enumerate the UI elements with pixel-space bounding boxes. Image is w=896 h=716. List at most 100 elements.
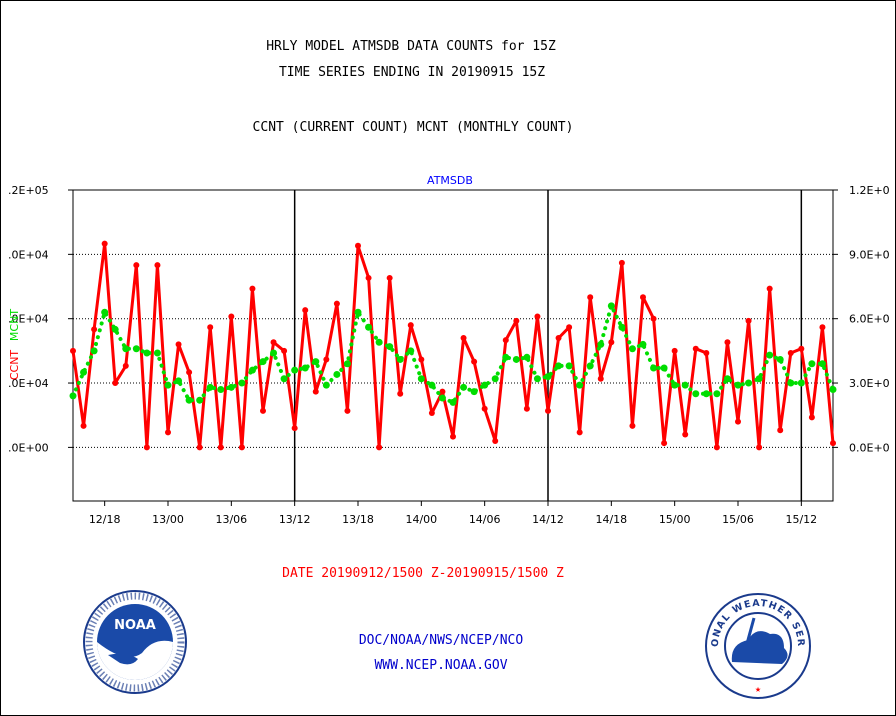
data-point-mcnt xyxy=(143,349,151,357)
data-point-mcnt xyxy=(386,343,394,351)
data-point-mcnt xyxy=(80,368,88,376)
data-point-mcnt xyxy=(396,355,404,363)
data-point-ccnt xyxy=(481,405,488,412)
data-point-mcnt xyxy=(407,347,415,355)
noaa-logo: NOAA xyxy=(83,590,187,694)
footer-org: DOC/NOAA/NWS/NCEP/NCO xyxy=(358,633,524,648)
data-point-mcnt xyxy=(829,385,837,393)
data-point-ccnt xyxy=(249,285,256,292)
data-point-ccnt xyxy=(407,322,414,329)
x-tick-label: 13/12 xyxy=(279,513,311,526)
data-point-ccnt xyxy=(555,334,562,341)
x-tick-label: 15/12 xyxy=(785,513,817,526)
data-point-mcnt xyxy=(460,383,468,391)
data-point-ccnt xyxy=(428,410,435,417)
data-point-ccnt xyxy=(175,341,182,348)
data-point-mcnt xyxy=(787,379,795,387)
tick-layer: .0E+00 0.0E+0 .0E+04 3.0E+0 .0E+04 6.0E+0 .0E+… xyxy=(8,184,890,526)
data-point-mcnt xyxy=(555,362,563,370)
data-point-mcnt xyxy=(808,360,816,368)
data-point-mcnt xyxy=(523,353,531,361)
data-point-ccnt xyxy=(597,375,604,382)
data-point-ccnt xyxy=(365,274,372,281)
data-point-mcnt xyxy=(607,302,615,310)
data-point-ccnt xyxy=(228,313,235,320)
data-point-ccnt xyxy=(312,388,319,395)
data-point-ccnt xyxy=(682,431,689,438)
data-point-ccnt xyxy=(196,444,203,451)
x-tick-label: 13/18 xyxy=(342,513,374,526)
data-point-mcnt xyxy=(111,325,119,333)
date-range: DATE 20190912/1500 Z-20190915/1500 Z xyxy=(282,566,564,581)
data-point-ccnt xyxy=(397,390,404,397)
data-point-ccnt xyxy=(70,347,76,354)
data-point-mcnt xyxy=(101,308,109,316)
data-point-ccnt xyxy=(270,339,277,346)
data-point-mcnt xyxy=(565,362,573,370)
data-point-ccnt xyxy=(207,324,214,331)
data-point-mcnt xyxy=(69,392,77,400)
data-point-mcnt xyxy=(681,381,689,389)
data-point-mcnt xyxy=(354,308,362,316)
y-tick-label-right: 0.0E+0 xyxy=(849,441,890,454)
y-tick-label-left: .0E+00 xyxy=(8,441,49,454)
data-point-ccnt xyxy=(766,285,773,292)
data-point-mcnt xyxy=(702,390,710,398)
data-point-ccnt xyxy=(291,425,298,432)
data-point-ccnt xyxy=(460,334,467,341)
x-tick-label: 13/06 xyxy=(215,513,247,526)
data-point-ccnt xyxy=(713,444,720,451)
data-point-ccnt xyxy=(217,444,224,451)
data-point-ccnt xyxy=(133,262,140,269)
data-point-mcnt xyxy=(470,388,478,396)
data-point-ccnt xyxy=(777,427,784,434)
data-point-mcnt xyxy=(417,375,425,383)
data-point-mcnt xyxy=(491,375,499,383)
data-point-ccnt xyxy=(618,259,625,266)
footer-url[interactable]: WWW.NCEP.NOAA.GOV xyxy=(374,658,508,673)
svg-text:★: ★ xyxy=(755,684,761,695)
data-point-mcnt xyxy=(375,338,383,346)
data-point-ccnt xyxy=(661,440,668,447)
data-point-ccnt xyxy=(756,444,763,451)
y-tick-label-right: 3.0E+0 xyxy=(849,377,890,390)
data-point-mcnt xyxy=(776,355,784,363)
plot-frame xyxy=(72,189,834,502)
data-point-ccnt xyxy=(355,242,361,249)
svg-text:NOAA: NOAA xyxy=(114,618,156,633)
data-point-mcnt xyxy=(650,364,658,372)
data-point-ccnt xyxy=(112,380,119,387)
data-point-mcnt xyxy=(512,355,520,363)
data-point-ccnt xyxy=(122,362,129,369)
y-tick-label-left: .0E+04 xyxy=(8,248,49,261)
data-point-mcnt xyxy=(766,351,774,359)
data-point-ccnt xyxy=(587,294,594,301)
y-tick-label-right: 9.0E+0 xyxy=(849,248,890,261)
data-point-ccnt xyxy=(745,317,752,324)
data-point-ccnt xyxy=(650,315,657,322)
data-point-mcnt xyxy=(90,347,98,355)
chart-title: ATMSDB xyxy=(427,174,473,187)
data-point-mcnt xyxy=(122,345,130,353)
data-point-mcnt xyxy=(618,323,626,331)
data-point-mcnt xyxy=(628,345,636,353)
data-point-mcnt xyxy=(438,394,446,402)
data-point-ccnt xyxy=(703,350,710,357)
x-tick-label: 14/00 xyxy=(405,513,437,526)
data-point-mcnt xyxy=(586,362,594,370)
data-point-mcnt xyxy=(227,383,235,391)
data-point-mcnt xyxy=(132,345,140,353)
y-tick-label-right: 6.0E+0 xyxy=(849,313,890,326)
data-point-mcnt xyxy=(343,360,351,368)
data-point-ccnt xyxy=(344,407,351,414)
y-tick-label-left: .0E+04 xyxy=(8,377,49,390)
title-line-2: TIME SERIES ENDING IN 20190915 15Z xyxy=(278,65,546,80)
data-point-mcnt xyxy=(713,390,721,398)
data-point-ccnt xyxy=(418,356,425,363)
data-point-mcnt xyxy=(312,358,320,366)
y-axis-label-right: MCNT xyxy=(8,309,21,341)
data-point-ccnt xyxy=(143,444,150,451)
data-point-ccnt xyxy=(671,347,678,354)
data-point-ccnt xyxy=(186,369,193,376)
data-point-mcnt xyxy=(270,349,278,357)
